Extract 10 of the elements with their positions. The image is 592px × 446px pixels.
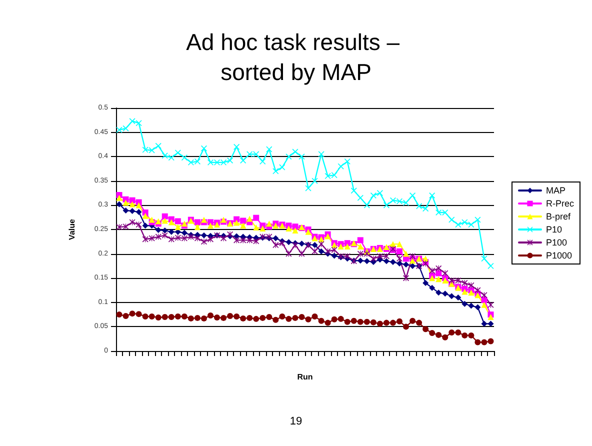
legend-label: P1000 <box>546 250 572 260</box>
legend-label: P100 <box>546 238 568 248</box>
legend-label: P10 <box>546 224 562 234</box>
chart-title: Ad hoc task results – sorted by MAP <box>186 29 406 85</box>
legend-label: MAP <box>546 186 566 196</box>
legend-label: R-Prec <box>546 198 574 208</box>
text: 19 <box>290 416 302 428</box>
x-axis-title: Run <box>297 372 313 382</box>
legend-label: B-pref <box>546 212 572 222</box>
y-axis-title: Value <box>68 218 76 240</box>
